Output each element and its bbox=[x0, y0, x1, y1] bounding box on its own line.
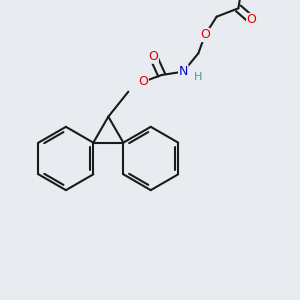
Text: O: O bbox=[138, 75, 148, 88]
Text: O: O bbox=[247, 14, 256, 26]
Text: N: N bbox=[178, 65, 188, 78]
Text: O: O bbox=[200, 28, 210, 41]
Text: H: H bbox=[194, 72, 202, 82]
Text: O: O bbox=[148, 50, 158, 63]
